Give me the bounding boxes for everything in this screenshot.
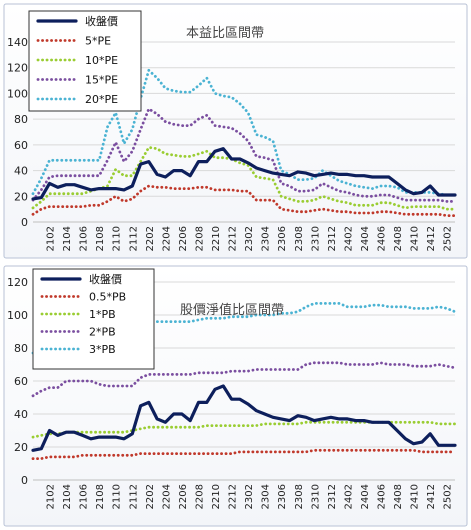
y-tick-label: 0 [21,474,28,487]
x-tick-label: 2308 [294,226,305,251]
series-line-1 [31,448,457,461]
legend-label: 5*PE [85,35,111,48]
legend-label: 3*PB [89,343,116,356]
x-tick-label: 2308 [294,484,305,509]
x-tick-label: 2310 [310,226,321,251]
legend-label: 10*PE [85,54,118,67]
x-tick-label: 2310 [310,484,321,509]
chart-title: 股價淨值比區間帶 [180,302,284,318]
x-tick-label: 2204 [161,484,172,509]
y-tick-label: 80 [14,342,28,355]
series-line-4 [31,68,457,197]
legend-label: 收盤價 [89,272,122,286]
x-tick-label: 2404 [360,484,371,509]
x-tick-label: 2204 [161,226,172,251]
x-tick-label: 2406 [377,484,388,509]
y-tick-label: 120 [7,62,28,75]
series-line-3 [31,107,457,203]
series-line-1 [31,184,457,218]
legend-label: 1*PB [89,308,116,321]
y-tick-label: 120 [7,276,28,289]
legend-label: 2*PB [89,326,116,339]
y-tick-label: 0 [21,216,28,229]
x-tick-label: 2410 [410,226,421,251]
pe-band-chart: 0 20 40 60 80 100 120 140 2102 2104 2106 2108 2110 21… [3,3,468,259]
x-tick-label: 2304 [261,226,272,251]
x-tick-label: 2206 [178,226,189,251]
x-tick-label: 2104 [62,226,73,251]
legend-label: 15*PE [85,74,118,87]
x-tick-label: 2106 [79,484,90,509]
x-tick-label: 2212 [228,484,239,509]
chart-title: 本益比區間帶 [186,26,264,41]
x-tick-label: 2110 [112,226,123,251]
pb-band-chart: 0 20 40 60 80 100 120 2102 2104 2106 2108 2110 2112 2… [3,265,468,527]
x-tick-label: 2206 [178,484,189,509]
x-tick-label: 2104 [62,484,73,509]
legend-label: 收盤價 [85,14,118,28]
x-tick-label: 2208 [194,484,205,509]
series-line-0 [31,384,457,452]
series-line-0 [31,147,457,201]
x-tick-label: 2412 [426,226,437,251]
y-tick-label: 40 [14,408,28,421]
x-tick-label: 2312 [327,226,338,251]
x-tick-label: 2202 [145,484,156,509]
x-tick-label: 2402 [343,484,354,509]
x-tick-label: 2210 [211,484,222,509]
legend-box [32,268,155,370]
x-tick-label: 2406 [377,226,388,251]
y-tick-label: 40 [14,165,28,178]
x-tick-label: 2112 [128,484,139,509]
x-tick-label: 2408 [393,226,404,251]
y-tick-label: 20 [14,190,28,203]
y-tick-label: 60 [14,139,28,152]
x-tick-label: 2208 [194,226,205,251]
x-tick-label: 2402 [343,226,354,251]
y-tick-label: 80 [14,113,28,126]
x-tick-label: 2102 [46,226,57,251]
x-tick-label: 2108 [95,484,106,509]
x-tick-label: 2106 [79,226,90,251]
x-tick-label: 2502 [443,226,454,251]
x-tick-label: 2306 [277,226,288,251]
x-tick-label: 2202 [145,226,156,251]
x-tick-label: 2312 [327,484,338,509]
x-tick-label: 2302 [244,226,255,251]
y-tick-label: 100 [7,309,28,322]
x-tick-label: 2112 [128,226,139,251]
series-line-2 [31,420,457,439]
x-tick-label: 2102 [46,484,57,509]
x-tick-label: 2404 [360,226,371,251]
y-tick-label: 140 [7,36,28,49]
x-tick-label: 2412 [426,484,437,509]
x-tick-label: 2108 [95,226,106,251]
legend-label: 0.5*PB [89,291,126,304]
y-tick-label: 20 [14,441,28,454]
legend-label: 20*PE [85,93,118,106]
x-tick-label: 2110 [112,484,123,509]
x-tick-label: 2502 [443,484,454,509]
x-tick-label: 2302 [244,484,255,509]
x-tick-label: 2210 [211,226,222,251]
series-line-3 [31,361,457,398]
x-tick-label: 2212 [228,226,239,251]
y-tick-label: 100 [7,87,28,100]
y-tick-label: 60 [14,375,28,388]
x-tick-label: 2304 [261,484,272,509]
x-tick-label: 2306 [277,484,288,509]
x-tick-label: 2410 [410,484,421,509]
x-tick-label: 2408 [393,484,404,509]
